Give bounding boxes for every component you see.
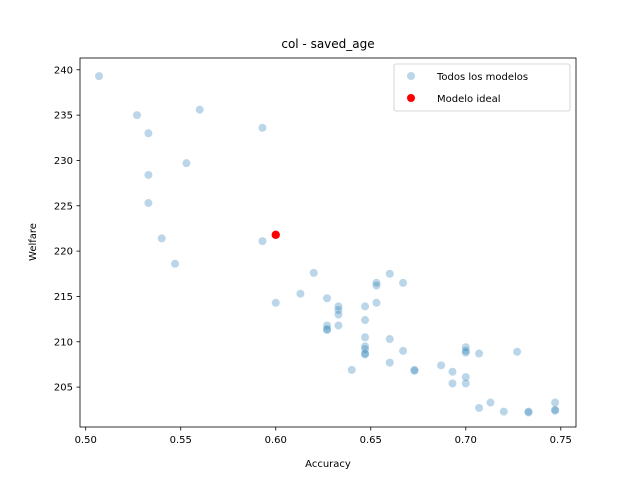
chart-title: col - saved_age — [281, 37, 374, 51]
legend-box — [393, 63, 571, 112]
data-point-todos-los-modelos — [410, 365, 419, 374]
data-point-todos-los-modelos — [551, 398, 560, 407]
data-point-todos-los-modelos — [258, 237, 267, 246]
x-axis-ticks: 0.50 0.55 0.60 0.65 0.70 0.75 — [75, 427, 572, 446]
legend: Todos los modelos Modelo ideal — [393, 63, 571, 112]
data-point-todos-los-modelos — [486, 398, 495, 407]
x-tick-label: 0.60 — [265, 435, 287, 446]
data-point-todos-los-modelos — [258, 123, 267, 132]
data-point-todos-los-modelos — [385, 269, 394, 278]
data-point-todos-los-modelos — [385, 335, 394, 344]
axes-frame — [79, 57, 577, 428]
x-axis-label: Accuracy — [305, 459, 351, 470]
data-point-todos-los-modelos — [95, 72, 103, 81]
data-point-todos-los-modelos — [361, 349, 370, 358]
data-point-todos-los-modelos — [323, 325, 332, 334]
points-layer — [95, 72, 560, 417]
data-point-todos-los-modelos — [133, 111, 142, 120]
data-point-todos-los-modelos — [296, 289, 305, 298]
x-tick-label: 0.65 — [360, 435, 382, 446]
data-point-todos-los-modelos — [361, 333, 370, 342]
data-point-todos-los-modelos — [144, 170, 153, 179]
legend-marker-modelo-ideal — [407, 94, 415, 102]
data-point-todos-los-modelos — [323, 325, 332, 334]
x-tick-label: 0.50 — [75, 435, 97, 446]
data-point-todos-los-modelos — [171, 259, 180, 268]
data-point-todos-los-modelos — [144, 199, 153, 208]
data-point-todos-los-modelos — [195, 105, 204, 114]
y-tick-label: 215 — [54, 292, 73, 303]
data-point-todos-los-modelos — [372, 298, 381, 307]
data-point-todos-los-modelos — [271, 298, 280, 307]
data-point-todos-los-modelos — [461, 373, 470, 382]
legend-label-todos-los-modelos: Todos los modelos — [436, 72, 528, 83]
data-point-todos-los-modelos — [334, 321, 343, 330]
data-point-todos-los-modelos — [551, 405, 560, 414]
data-point-todos-los-modelos — [372, 278, 381, 287]
data-point-todos-los-modelos — [144, 129, 153, 138]
data-point-todos-los-modelos — [334, 310, 343, 319]
data-point-todos-los-modelos — [347, 365, 356, 374]
y-axis-label: Welfare — [28, 223, 39, 261]
data-point-todos-los-modelos — [361, 342, 370, 351]
data-point-todos-los-modelos — [399, 278, 408, 287]
data-point-todos-los-modelos — [499, 407, 508, 416]
data-point-todos-los-modelos — [309, 268, 318, 277]
data-point-todos-los-modelos — [461, 379, 470, 388]
data-point-todos-los-modelos — [182, 159, 191, 168]
y-tick-label: 230 — [54, 156, 73, 167]
data-point-todos-los-modelos — [461, 343, 470, 352]
y-tick-label: 205 — [54, 383, 73, 394]
legend-marker-todos-los-modelos — [407, 72, 415, 80]
y-tick-label: 235 — [54, 111, 73, 122]
data-point-todos-los-modelos — [524, 408, 533, 417]
x-tick-label: 0.75 — [550, 435, 572, 446]
data-point-todos-los-modelos — [372, 281, 381, 290]
data-point-todos-los-modelos — [461, 348, 470, 357]
data-point-todos-los-modelos — [361, 350, 370, 359]
y-axis-ticks: 205 210 215 220 225 230 235 240 — [54, 65, 80, 394]
data-point-todos-los-modelos — [448, 379, 457, 388]
data-point-todos-los-modelos — [157, 234, 166, 243]
data-point-todos-los-modelos — [513, 347, 522, 356]
data-point-modelo-ideal — [271, 230, 280, 239]
data-point-todos-los-modelos — [399, 346, 408, 355]
data-point-todos-los-modelos — [361, 316, 370, 325]
data-point-todos-los-modelos — [334, 306, 343, 315]
data-point-todos-los-modelos — [551, 406, 560, 415]
y-tick-label: 240 — [54, 65, 73, 76]
data-point-todos-los-modelos — [524, 407, 533, 416]
y-tick-label: 225 — [54, 201, 73, 212]
legend-label-modelo-ideal: Modelo ideal — [437, 94, 501, 105]
data-point-todos-los-modelos — [323, 321, 332, 330]
data-point-todos-los-modelos — [437, 361, 446, 370]
y-tick-label: 210 — [54, 337, 73, 348]
data-point-todos-los-modelos — [475, 403, 484, 412]
data-point-todos-los-modelos — [475, 349, 484, 358]
data-point-todos-los-modelos — [361, 302, 370, 311]
x-tick-label: 0.55 — [170, 435, 192, 446]
data-point-todos-los-modelos — [323, 294, 332, 303]
data-point-todos-los-modelos — [385, 358, 394, 367]
data-point-todos-los-modelos — [361, 345, 370, 354]
data-point-todos-los-modelos — [334, 302, 343, 311]
data-point-todos-los-modelos — [461, 346, 470, 355]
data-point-todos-los-modelos — [448, 367, 457, 376]
x-tick-label: 0.70 — [455, 435, 477, 446]
y-tick-label: 220 — [54, 247, 73, 258]
data-point-todos-los-modelos — [410, 366, 419, 375]
